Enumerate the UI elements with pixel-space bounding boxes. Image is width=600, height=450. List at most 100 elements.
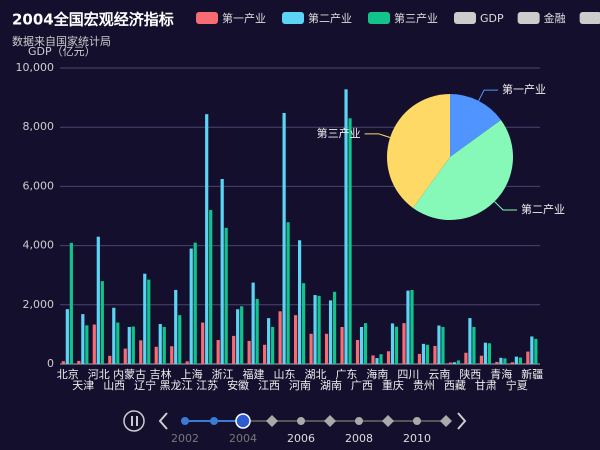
bar[interactable] [220, 179, 224, 364]
bar[interactable] [77, 360, 81, 364]
bar[interactable] [417, 353, 422, 364]
bar[interactable] [472, 327, 476, 364]
bar[interactable] [386, 351, 391, 364]
bar[interactable] [255, 298, 259, 364]
bar[interactable] [205, 114, 209, 365]
bar[interactable] [510, 362, 514, 364]
bar[interactable] [464, 352, 468, 364]
bar[interactable] [154, 346, 158, 364]
bar[interactable] [247, 340, 251, 364]
timeline-point[interactable] [382, 415, 394, 427]
bar[interactable] [189, 248, 193, 364]
bar[interactable] [178, 315, 182, 364]
bar[interactable] [271, 327, 275, 364]
bar[interactable] [441, 327, 445, 364]
bar[interactable] [483, 342, 488, 364]
legend-swatch[interactable] [196, 12, 218, 24]
bar[interactable] [324, 333, 329, 364]
bar[interactable] [65, 309, 69, 364]
bar[interactable] [162, 327, 166, 364]
bar[interactable] [402, 323, 406, 364]
bar[interactable] [456, 360, 461, 364]
bar[interactable] [363, 323, 368, 364]
legend-swatch[interactable] [517, 12, 540, 24]
bar[interactable] [390, 323, 395, 364]
timeline-point[interactable] [413, 417, 421, 425]
timeline-point[interactable] [210, 417, 218, 425]
bar[interactable] [448, 362, 453, 364]
bar[interactable] [92, 324, 96, 364]
bar[interactable] [499, 357, 503, 364]
next-button[interactable] [457, 412, 467, 430]
bar[interactable] [298, 240, 302, 364]
bar[interactable] [479, 355, 484, 364]
legend-swatch[interactable] [368, 12, 390, 24]
bar[interactable] [317, 295, 321, 364]
bar[interactable] [139, 340, 143, 364]
timeline-point[interactable] [297, 417, 305, 425]
bar[interactable] [201, 322, 205, 364]
prev-button[interactable] [158, 412, 168, 430]
bar[interactable] [487, 343, 492, 364]
bar[interactable] [452, 362, 457, 364]
bar[interactable] [468, 318, 472, 364]
bar[interactable] [240, 306, 244, 364]
bar[interactable] [309, 333, 313, 364]
bar[interactable] [81, 314, 85, 364]
bar[interactable] [69, 242, 73, 364]
legend-swatch[interactable] [454, 12, 476, 24]
bar[interactable] [185, 361, 189, 364]
bar[interactable] [147, 279, 151, 364]
timeline-point[interactable] [266, 415, 278, 427]
timeline-current[interactable] [235, 413, 251, 429]
pie-slice[interactable] [450, 94, 501, 157]
bar[interactable] [193, 242, 197, 364]
bar[interactable] [328, 300, 333, 364]
bar[interactable] [143, 273, 147, 364]
bar[interactable] [514, 356, 518, 364]
legend-label[interactable]: 金融 [544, 11, 566, 25]
bar[interactable] [294, 315, 298, 364]
bar[interactable] [251, 282, 255, 364]
timeline-point[interactable] [324, 415, 336, 427]
bar[interactable] [112, 307, 116, 364]
bar[interactable] [85, 325, 89, 364]
bar[interactable] [503, 358, 507, 364]
bar[interactable] [518, 357, 522, 364]
bar[interactable] [216, 340, 220, 364]
bar[interactable] [158, 324, 162, 364]
timeline-point[interactable] [355, 417, 363, 425]
bar[interactable] [526, 351, 530, 364]
bar[interactable] [355, 340, 360, 364]
bar[interactable] [359, 327, 364, 364]
bar[interactable] [123, 348, 127, 364]
bar[interactable] [282, 112, 286, 364]
bar[interactable] [267, 318, 271, 364]
bar[interactable] [302, 283, 306, 364]
bar[interactable] [313, 295, 317, 364]
bar[interactable] [100, 281, 104, 364]
bar[interactable] [530, 336, 534, 364]
bar[interactable] [127, 327, 131, 364]
bar[interactable] [286, 222, 290, 364]
legend-label[interactable]: 第三产业 [394, 11, 438, 25]
bar[interactable] [433, 345, 437, 364]
pie-slice[interactable] [412, 119, 513, 220]
bar[interactable] [332, 291, 337, 364]
bar[interactable] [108, 355, 112, 364]
bar[interactable] [410, 290, 414, 364]
bar[interactable] [232, 335, 236, 364]
bar[interactable] [348, 118, 352, 364]
bar[interactable] [495, 361, 499, 364]
bar[interactable] [116, 322, 120, 364]
bar[interactable] [375, 358, 379, 364]
bar[interactable] [224, 227, 228, 364]
legend-label[interactable]: GDP [480, 12, 504, 25]
bar[interactable] [344, 89, 348, 364]
bar[interactable] [534, 338, 538, 364]
pie-slice[interactable] [387, 94, 450, 208]
bar[interactable] [379, 354, 383, 364]
legend-swatch[interactable] [579, 12, 600, 24]
bar[interactable] [174, 290, 178, 364]
bar[interactable] [170, 346, 174, 364]
